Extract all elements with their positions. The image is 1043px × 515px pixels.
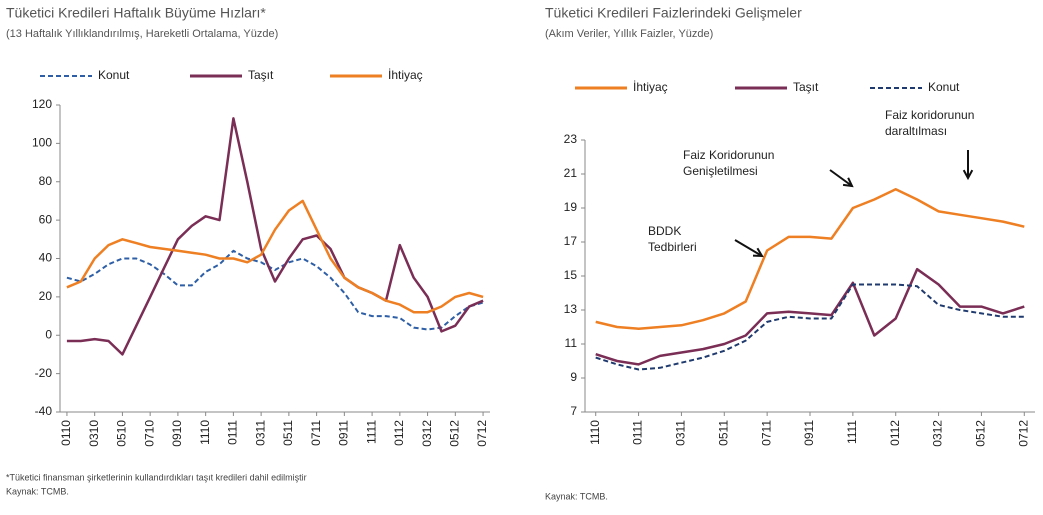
series-line (66, 199, 484, 314)
y-tick-label: 21 (564, 166, 578, 180)
chart-title: Tüketici Kredileri Faizlerindeki Gelişme… (545, 5, 802, 21)
y-tick-label: 17 (564, 234, 578, 248)
y-tick-label: 100 (32, 136, 52, 150)
y-tick-label: 80 (39, 174, 53, 188)
x-tick-label: 1111 (364, 420, 378, 444)
y-tick-label: 9 (570, 370, 577, 384)
footnote: *Tüketici finansman şirketlerinin kullan… (6, 472, 307, 482)
y-tick-label: -40 (35, 404, 53, 418)
x-tick-label: 0112 (392, 420, 406, 446)
y-tick-label: 40 (39, 251, 53, 265)
annotation: Tedbirleri (648, 240, 697, 254)
legend-label: Taşıt (248, 68, 274, 82)
x-tick-label: 0311 (253, 420, 267, 446)
x-tick-label: 0712 (1016, 420, 1030, 447)
x-tick-label: 0311 (674, 420, 688, 446)
legend-label: Taşıt (793, 80, 819, 94)
x-tick-label: 0712 (475, 420, 489, 447)
series-line (595, 188, 1025, 330)
series-line (595, 267, 1025, 366)
x-tick-label: 0512 (447, 420, 461, 447)
arrow-head (962, 169, 974, 181)
arrow-head (842, 177, 854, 188)
y-tick-label: 0 (45, 327, 52, 341)
series-line (66, 117, 484, 356)
x-tick-label: 0111 (226, 420, 240, 445)
y-tick-label: 15 (564, 268, 578, 282)
x-tick-label: 0110 (59, 420, 73, 446)
legend-label: İhtiyaç (388, 68, 423, 82)
footnote: Kaynak: TCMB. (6, 486, 69, 496)
chart-subtitle: (13 Haftalık Yıllıklandırılmış, Hareketl… (6, 28, 278, 40)
x-tick-label: 0511 (281, 420, 295, 446)
x-tick-label: 0911 (337, 420, 351, 446)
y-tick-label: 7 (570, 404, 577, 418)
x-tick-label: 0911 (802, 420, 816, 446)
x-tick-label: 0512 (974, 420, 988, 447)
annotation-arrow (734, 239, 763, 257)
x-tick-label: 0312 (931, 420, 945, 447)
x-tick-label: 0710 (142, 420, 156, 447)
annotation: Faiz koridorunun (885, 108, 974, 122)
x-tick-label: 0112 (888, 420, 902, 446)
legend-label: Konut (928, 80, 960, 94)
y-tick-label: 23 (564, 132, 578, 146)
y-tick-label: 120 (32, 97, 52, 111)
y-tick-label: 13 (564, 302, 578, 316)
annotation-arrow (829, 169, 853, 187)
x-tick-label: 0111 (631, 420, 645, 445)
series-line (595, 283, 1025, 371)
legend-label: Konut (98, 68, 130, 82)
y-tick-label: 19 (564, 200, 578, 214)
footnote: Kaynak: TCMB. (545, 491, 608, 501)
chart-subtitle: (Akım Veriler, Yıllık Faizler, Yüzde) (545, 28, 713, 40)
arrow-head (752, 247, 764, 258)
y-tick-label: 11 (565, 336, 578, 350)
annotation: BDDK (648, 224, 681, 238)
y-tick-label: 60 (39, 212, 53, 226)
x-tick-label: 0310 (87, 420, 101, 447)
x-tick-label: 1110 (198, 420, 212, 445)
y-tick-label: 20 (39, 289, 53, 303)
x-tick-label: 0312 (420, 420, 434, 447)
x-tick-label: 0511 (716, 420, 730, 446)
x-tick-label: 1110 (588, 420, 602, 445)
annotation: daraltılması (885, 124, 947, 138)
x-tick-label: 0711 (309, 420, 323, 446)
chart-title: Tüketici Kredileri Haftalık Büyüme Hızla… (6, 5, 266, 21)
y-tick-label: -20 (35, 366, 53, 380)
x-tick-label: 0711 (759, 420, 773, 446)
x-tick-label: 0910 (170, 420, 184, 447)
legend-label: İhtiyaç (633, 80, 668, 94)
series-line (66, 249, 484, 331)
annotation: Faiz Koridorunun (683, 148, 774, 162)
x-tick-label: 1111 (845, 420, 859, 444)
x-tick-label: 0510 (115, 420, 129, 447)
annotation: Genişletilmesi (683, 164, 758, 178)
